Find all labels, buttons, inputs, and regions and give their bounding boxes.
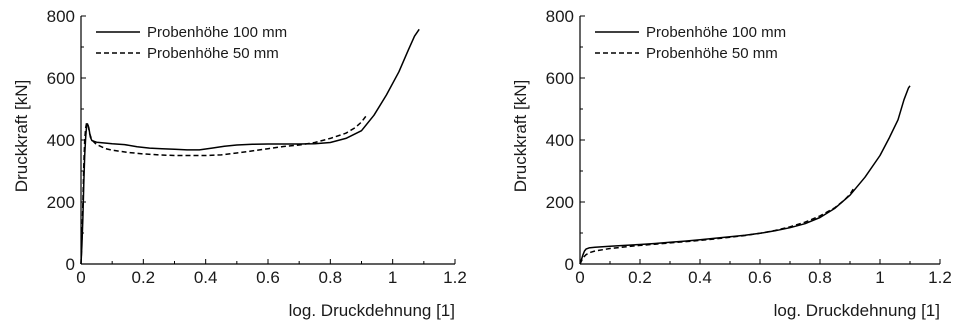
- y-tick-label: 800: [47, 7, 75, 26]
- legend-label: Probenhöhe 50 mm: [147, 45, 279, 62]
- series-line-probenhoehe-100mm: [580, 86, 910, 264]
- y-tick-label: 800: [546, 7, 574, 26]
- x-tick-label: 1.2: [443, 268, 467, 287]
- chart-panel-right: 0 0.2 0.4 0.6 0.8 1 1.2 0 200 400 600 800 log. Druck…: [511, 7, 952, 320]
- x-tick-label: 0: [76, 268, 85, 287]
- chart-panel-left: 0 0.2 0.4 0.6 0.8 1 1.2 0 200 400 600 800 log. Druck…: [12, 7, 467, 320]
- x-tick-label: 0.4: [194, 268, 218, 287]
- legend-label: Probenhöhe 50 mm: [646, 45, 778, 62]
- y-tick-label: 400: [47, 131, 75, 150]
- series-line-probenhoehe-100mm: [81, 29, 419, 264]
- x-tick-label: 0.4: [688, 268, 712, 287]
- x-tick-label: 1: [388, 268, 397, 287]
- y-tick-label: 600: [47, 69, 75, 88]
- x-tick-label: 0.8: [808, 268, 832, 287]
- x-tick-label: 1: [875, 268, 884, 287]
- y-tick-label: 0: [66, 255, 75, 274]
- y-axis-label: Druckkraft [kN]: [511, 80, 530, 192]
- x-axis-label: log. Druckdehnung [1]: [774, 301, 940, 320]
- x-tick-label: 0.2: [132, 268, 156, 287]
- legend-label: Probenhöhe 100 mm: [147, 24, 287, 41]
- x-tick-label: 0.6: [256, 268, 280, 287]
- x-tick-label: 0: [575, 268, 584, 287]
- x-tick-label: 1.2: [928, 268, 952, 287]
- y-axis-label: Druckkraft [kN]: [12, 80, 31, 192]
- y-tick-label: 0: [565, 255, 574, 274]
- x-axis-label: log. Druckdehnung [1]: [289, 301, 455, 320]
- legend-label: Probenhöhe 100 mm: [646, 24, 786, 41]
- x-tick-label: 0.6: [748, 268, 772, 287]
- y-tick-label: 200: [546, 193, 574, 212]
- x-tick-label: 0.8: [319, 268, 343, 287]
- y-tick-label: 600: [546, 69, 574, 88]
- x-tick-label: 0.2: [628, 268, 652, 287]
- y-tick-label: 200: [47, 193, 75, 212]
- y-tick-label: 400: [546, 131, 574, 150]
- series-line-probenhoehe-50mm: [81, 116, 366, 264]
- series-line-probenhoehe-50mm: [580, 187, 855, 264]
